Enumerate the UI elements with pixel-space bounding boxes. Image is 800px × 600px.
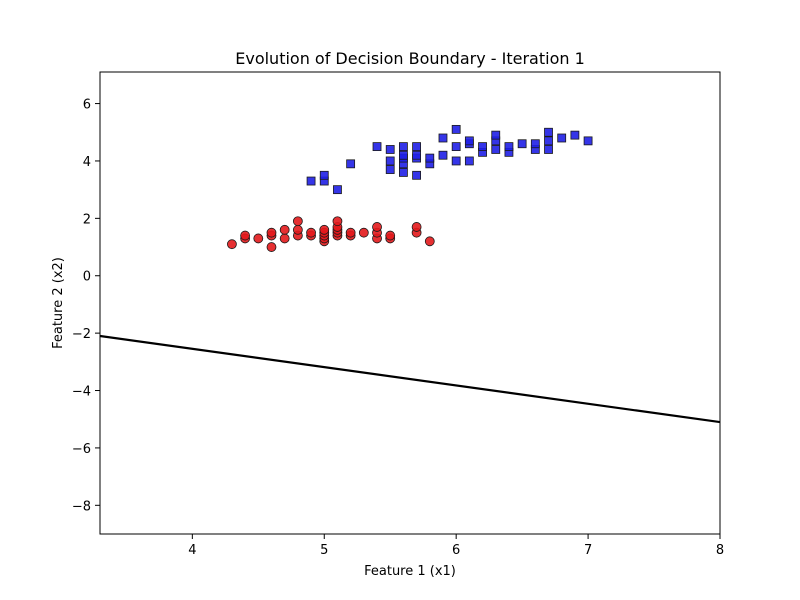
data-point-series-2 [399,168,408,177]
x-tick-label: 5 [320,543,328,558]
data-point-series-2 [319,170,329,180]
data-point-series-1 [358,227,369,238]
data-point-series-2 [583,136,593,146]
data-point-series-2 [451,142,461,152]
data-point-series-2 [451,124,461,134]
data-point-series-2 [438,133,448,143]
ticks: 4 5 6 7 8 −8 −6 −4 −2 0 2 4 6 [72,98,724,558]
data-point-series-1 [253,233,264,244]
data-point-series-1 [266,227,277,238]
x-tick-label: 4 [188,543,196,558]
data-point-series-2 [544,127,553,137]
data-point-series-1 [424,236,435,247]
data-point-series-1 [319,224,330,235]
data-point-series-1 [266,242,277,252]
y-tick-label: −8 [72,499,91,514]
x-tick-label: 7 [584,543,592,558]
data-point-series-2 [491,130,501,140]
y-tick-label: 2 [83,212,91,227]
data-point-series-2 [412,142,421,152]
x-tick-label: 8 [716,543,724,558]
data-point-series-2 [478,142,487,152]
decision-boundary-line [100,334,720,424]
data-point-series-2 [372,142,382,152]
data-point-series-1 [372,222,382,232]
data-point-series-2 [333,185,342,195]
data-point-series-2 [385,165,395,174]
data-point-series-1 [385,230,396,241]
data-point-series-1 [227,239,237,250]
y-tick-label: 4 [83,155,91,170]
x-axis-label: Feature 1 (x1) [364,564,456,579]
data-point-series-1 [292,216,303,227]
y-tick-label: 0 [83,270,91,285]
data-point-series-2 [346,159,356,169]
data-point-series-1 [345,227,356,238]
data-point-series-2 [385,156,395,166]
y-tick-label: −2 [72,327,91,342]
data-point-series-2 [491,145,501,154]
data-point-series-1 [332,216,343,227]
data-point-series-2 [570,130,580,140]
data-point-series-2 [530,139,540,149]
data-point-series-2 [412,150,421,160]
data-point-series-2 [544,136,553,146]
data-point-series-2 [464,156,474,166]
data-point-series-1 [279,233,290,244]
data-point-series-2 [517,139,527,149]
data-point-series-1 [279,224,290,235]
data-point-series-2 [399,150,408,160]
y-tick-label: −4 [72,385,91,400]
data-point-series-2 [557,133,567,143]
data-point-series-2 [385,145,395,154]
data-point-series-2 [544,145,553,154]
data-point-series-2 [438,150,448,160]
data-point-series-2 [412,170,421,180]
plot-area [100,124,720,424]
axes-frame [99,71,721,535]
data-point-series-1 [306,227,316,238]
y-tick-label: 6 [83,98,91,113]
data-point-series-2 [306,176,316,186]
data-point-series-2 [451,156,461,166]
data-point-series-2 [425,153,435,163]
y-tick-label: −6 [72,442,91,457]
x-tick-label: 6 [452,543,460,558]
data-point-series-2 [504,142,514,152]
data-point-series-1 [292,224,303,235]
chart-title: Evolution of Decision Boundary - Iterati… [235,49,585,68]
data-point-series-2 [464,136,474,146]
data-point-series-2 [399,142,408,152]
data-point-series-1 [240,230,251,241]
y-axis-label: Feature 2 (x2) [51,257,66,349]
data-point-series-1 [411,222,422,232]
